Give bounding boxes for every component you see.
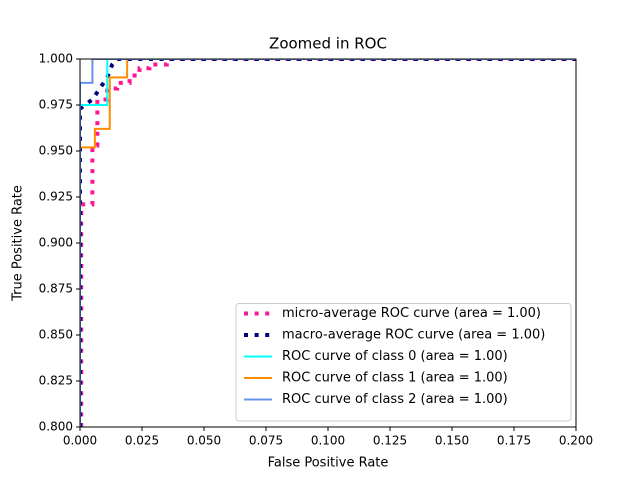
legend-label: micro-average ROC curve (area = 1.00) [282,306,541,321]
y-tick-label: 0.900 [39,236,73,250]
y-tick-label: 0.850 [39,328,73,342]
y-tick-label: 0.925 [39,190,73,204]
x-tick-label: 0.150 [435,434,469,448]
roc-curve [80,59,576,427]
roc-curve [80,59,576,427]
x-tick-label: 0.075 [249,434,283,448]
x-axis-label: False Positive Rate [268,456,389,471]
x-tick-label: 0.025 [125,434,159,448]
legend-label: ROC curve of class 2 (area = 1.00) [282,392,508,407]
y-axis-label: True Positive Rate [11,185,26,302]
legend-label: ROC curve of class 1 (area = 1.00) [282,371,508,386]
y-tick-label: 0.975 [39,98,73,112]
x-tick-label: 0.050 [187,434,221,448]
y-tick-label: 0.825 [39,374,73,388]
x-tick-label: 0.100 [311,434,345,448]
x-tick-label: 0.175 [497,434,531,448]
y-tick-label: 0.800 [39,420,73,434]
roc-curve [80,59,576,427]
x-tick-label: 0.125 [373,434,407,448]
x-tick-label: 0.000 [63,434,97,448]
y-tick-label: 1.000 [39,52,73,66]
y-tick-label: 0.950 [39,144,73,158]
x-tick-label: 0.200 [559,434,593,448]
plot-area [80,59,576,427]
legend-label: ROC curve of class 0 (area = 1.00) [282,349,508,364]
chart-title: Zoomed in ROC [269,35,387,53]
legend-label: macro-average ROC curve (area = 1.00) [282,328,545,343]
y-tick-label: 0.875 [39,282,73,296]
roc-curve [80,59,576,427]
legend-box [235,303,572,422]
